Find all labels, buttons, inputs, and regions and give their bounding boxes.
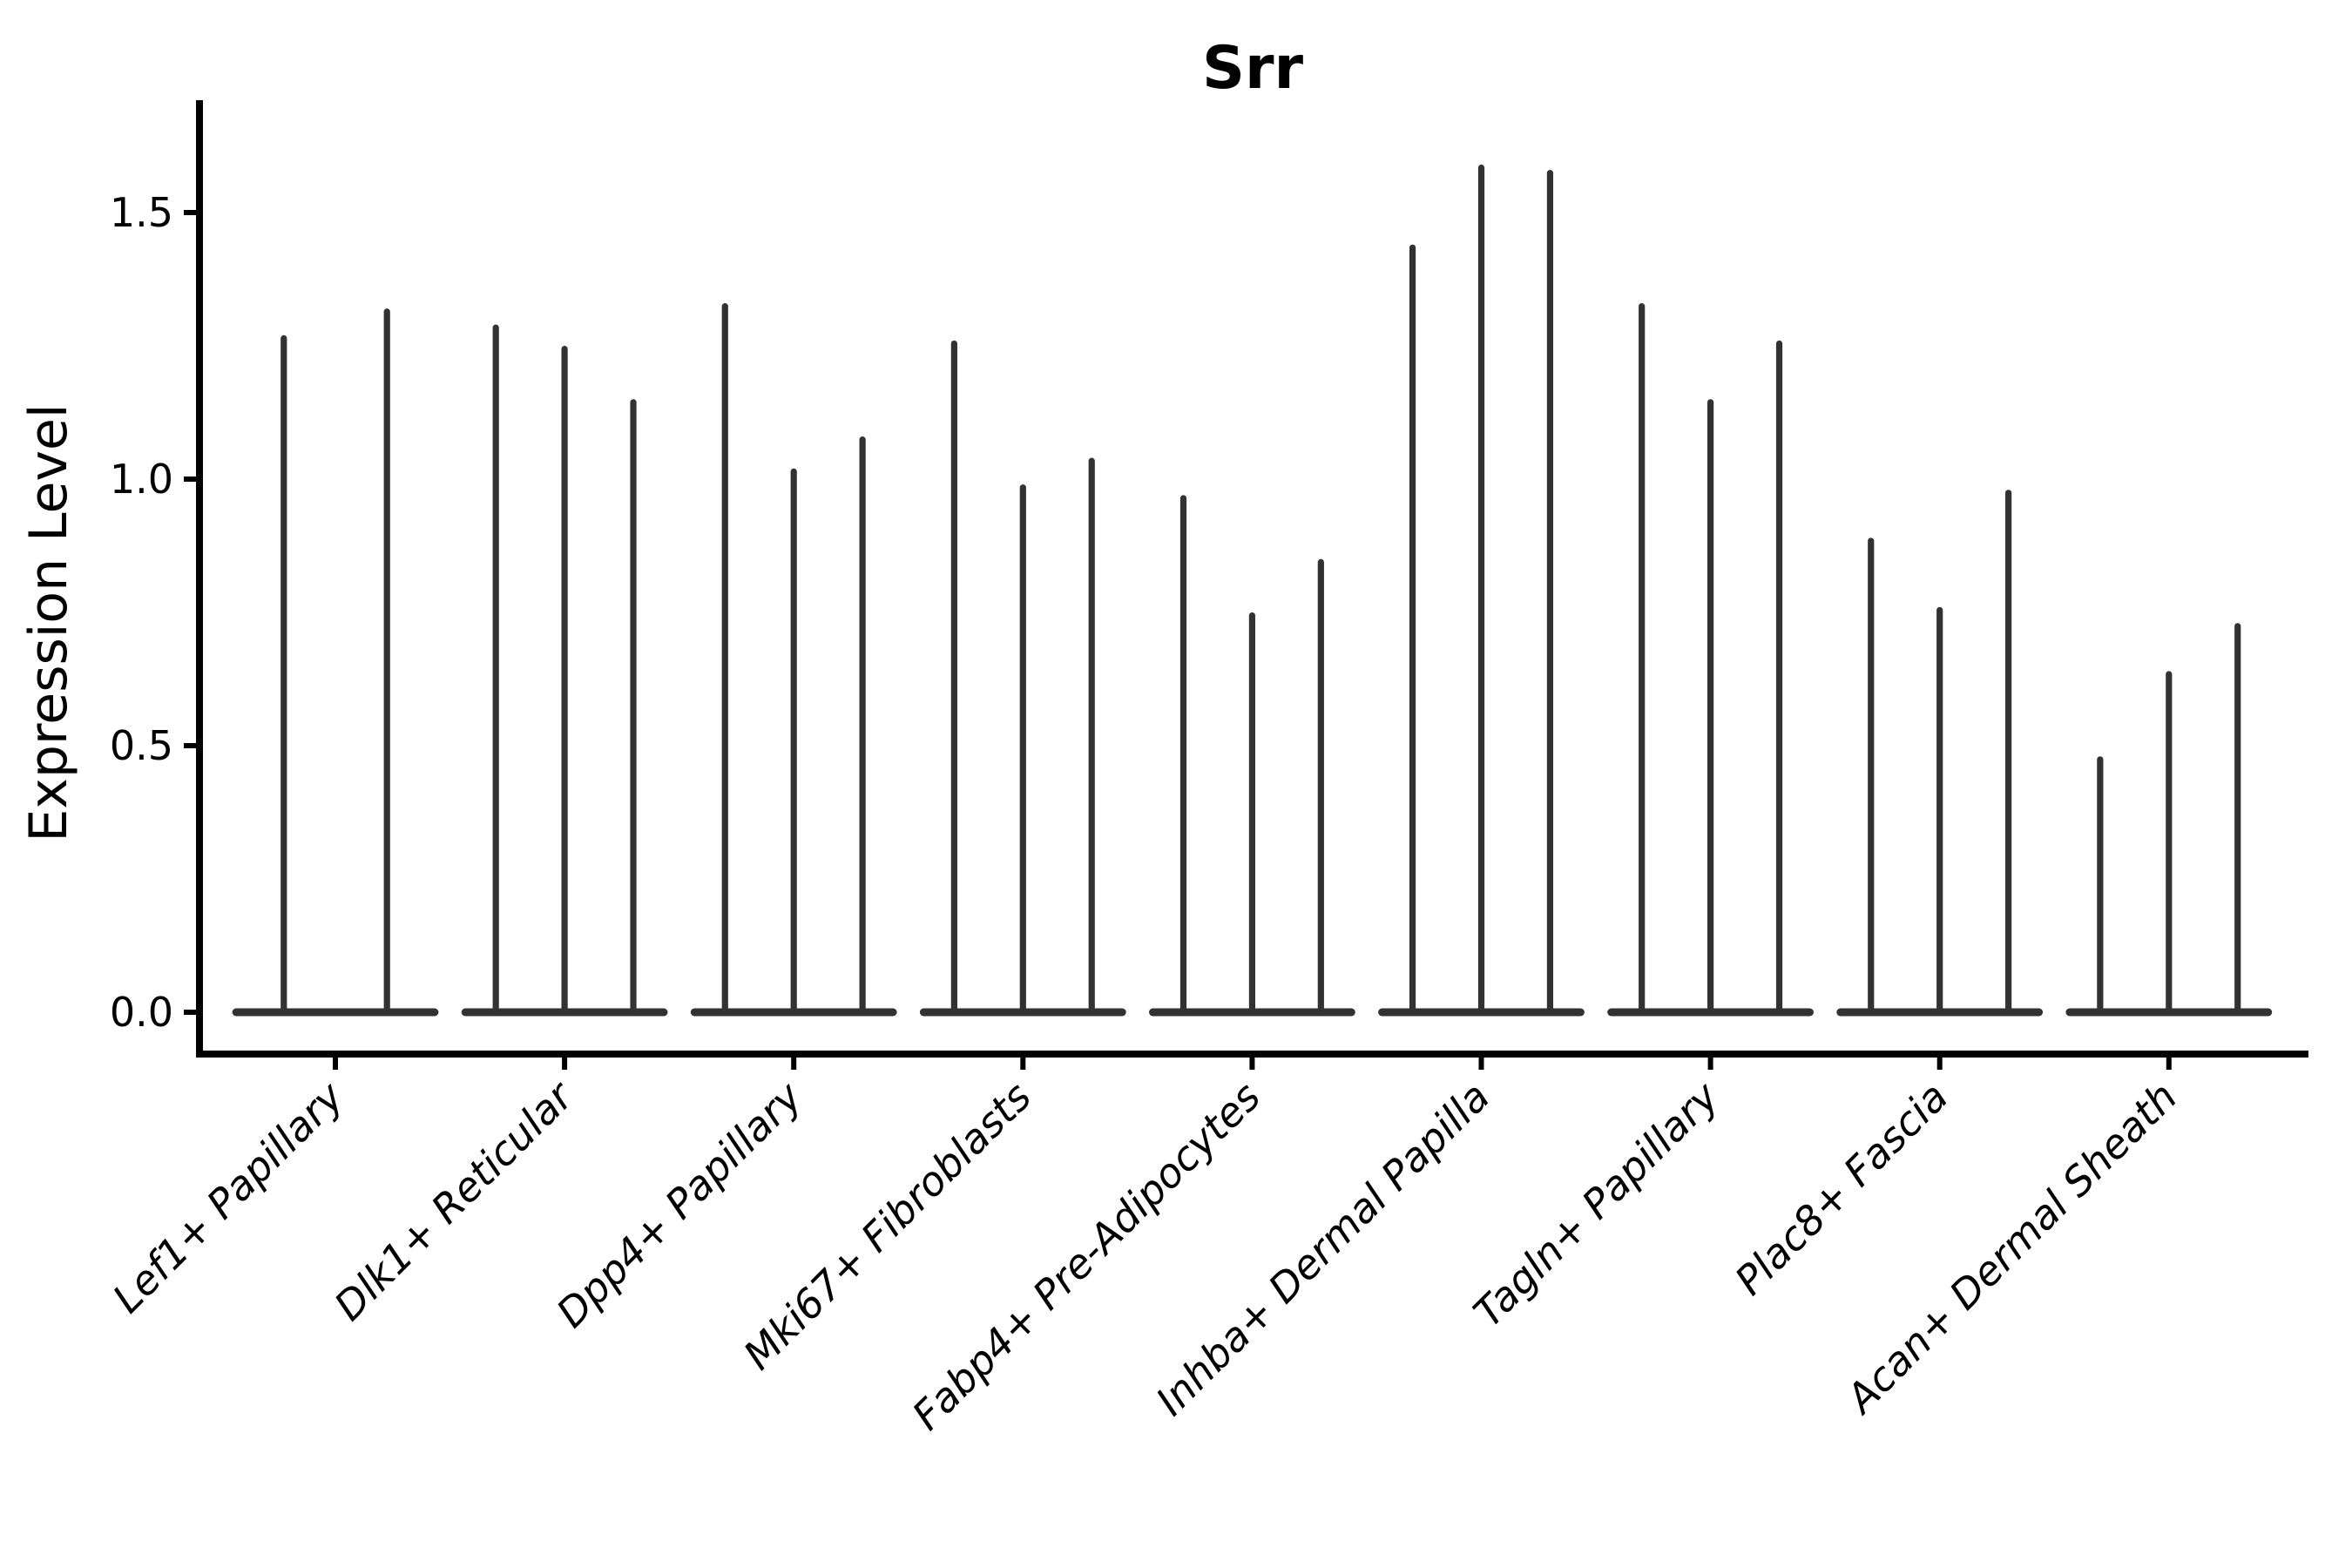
- violin-spike: [950, 340, 957, 1015]
- violin-spike: [280, 335, 287, 1015]
- y-axis-title: Expression Level: [18, 403, 79, 841]
- violin-spike: [1546, 170, 1554, 1016]
- violin-spike: [1936, 606, 1943, 1015]
- violin-spike: [2234, 623, 2241, 1015]
- violin-spike: [1868, 537, 1875, 1015]
- violin-spike: [859, 436, 866, 1015]
- violin-spike: [2005, 490, 2012, 1015]
- y-tick-mark: [184, 476, 196, 482]
- x-tick-label: Tagln+ Papillary: [1464, 1072, 1728, 1336]
- violin-spike: [1477, 164, 1485, 1016]
- y-tick-mark: [184, 210, 196, 215]
- violin-spike: [630, 399, 637, 1015]
- y-tick-label: 1.5: [110, 189, 173, 236]
- violin-spike: [2097, 756, 2104, 1015]
- y-tick-label: 1.0: [110, 456, 173, 503]
- violin-spike: [1639, 303, 1646, 1015]
- y-tick-mark: [184, 743, 196, 748]
- x-tick-mark: [1020, 1058, 1026, 1070]
- x-tick-label: Dpp4+ Papillary: [547, 1072, 811, 1336]
- violin-spike: [1179, 495, 1187, 1015]
- violin-spike: [1775, 340, 1783, 1015]
- x-tick-label: Dlk1+ Reticular: [325, 1071, 584, 1329]
- violin-spike: [2166, 671, 2173, 1015]
- violin-spike: [1409, 244, 1416, 1016]
- violins-layer: [232, 164, 2273, 1017]
- violin-spike: [492, 324, 499, 1015]
- violin-spike: [383, 308, 390, 1015]
- x-tick-mark: [1478, 1058, 1484, 1070]
- x-tick-mark: [562, 1058, 568, 1070]
- violin-spike: [1317, 558, 1324, 1015]
- violin-spike: [1248, 612, 1255, 1015]
- y-axis-spine: [196, 100, 203, 1058]
- x-tick-label: Plac8+ Fascia: [1726, 1073, 1957, 1304]
- violin-spike: [721, 303, 728, 1015]
- violin-spike: [561, 346, 568, 1015]
- x-axis-spine: [196, 1051, 2308, 1058]
- x-tick-mark: [791, 1058, 797, 1070]
- x-tick-mark: [2166, 1058, 2172, 1070]
- y-tick-mark: [184, 1010, 196, 1015]
- violin-spike: [1019, 484, 1026, 1015]
- y-axis-ticks: 0.0 0.5 1.0 1.5: [110, 189, 196, 1036]
- y-tick-label: 0.0: [110, 989, 173, 1036]
- x-tick-mark: [1249, 1058, 1255, 1070]
- chart-title: Srr: [1202, 34, 1304, 103]
- violin-spike: [790, 468, 797, 1015]
- violin-spike: [1707, 399, 1714, 1015]
- x-tick-label: Lef1+ Papillary: [104, 1072, 353, 1321]
- y-tick-label: 0.5: [110, 722, 173, 769]
- axes-layer: [196, 100, 2308, 1058]
- violin-base: [232, 1008, 439, 1017]
- x-tick-mark: [1936, 1058, 1943, 1070]
- x-tick-mark: [333, 1058, 338, 1070]
- violin-spike: [1088, 457, 1095, 1015]
- x-tick-mark: [1707, 1058, 1713, 1070]
